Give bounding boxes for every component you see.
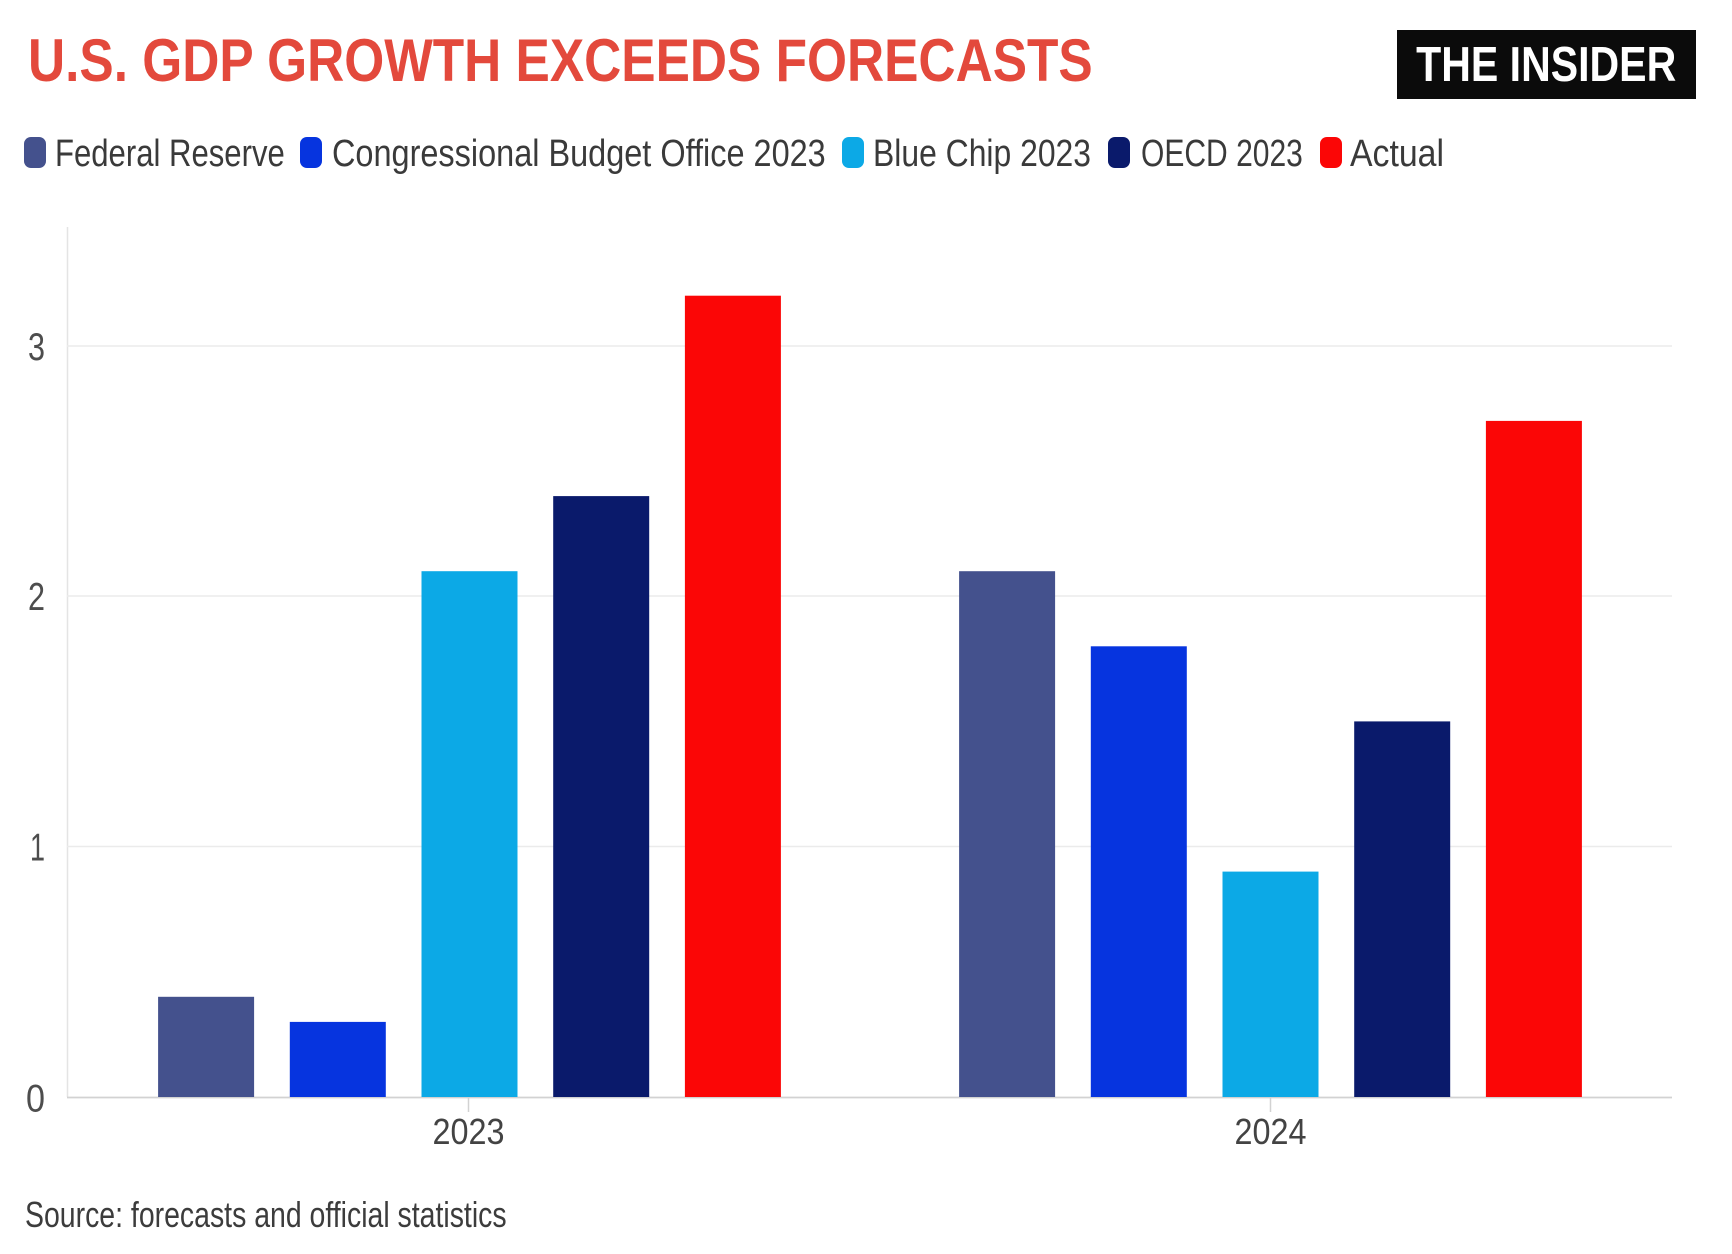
svg-text:1: 1 [30, 827, 45, 870]
svg-text:2023: 2023 [433, 1111, 505, 1152]
svg-text:2024: 2024 [1235, 1111, 1307, 1152]
svg-text:3: 3 [28, 326, 45, 369]
svg-text:2: 2 [28, 576, 45, 619]
svg-text:0: 0 [26, 1078, 45, 1121]
